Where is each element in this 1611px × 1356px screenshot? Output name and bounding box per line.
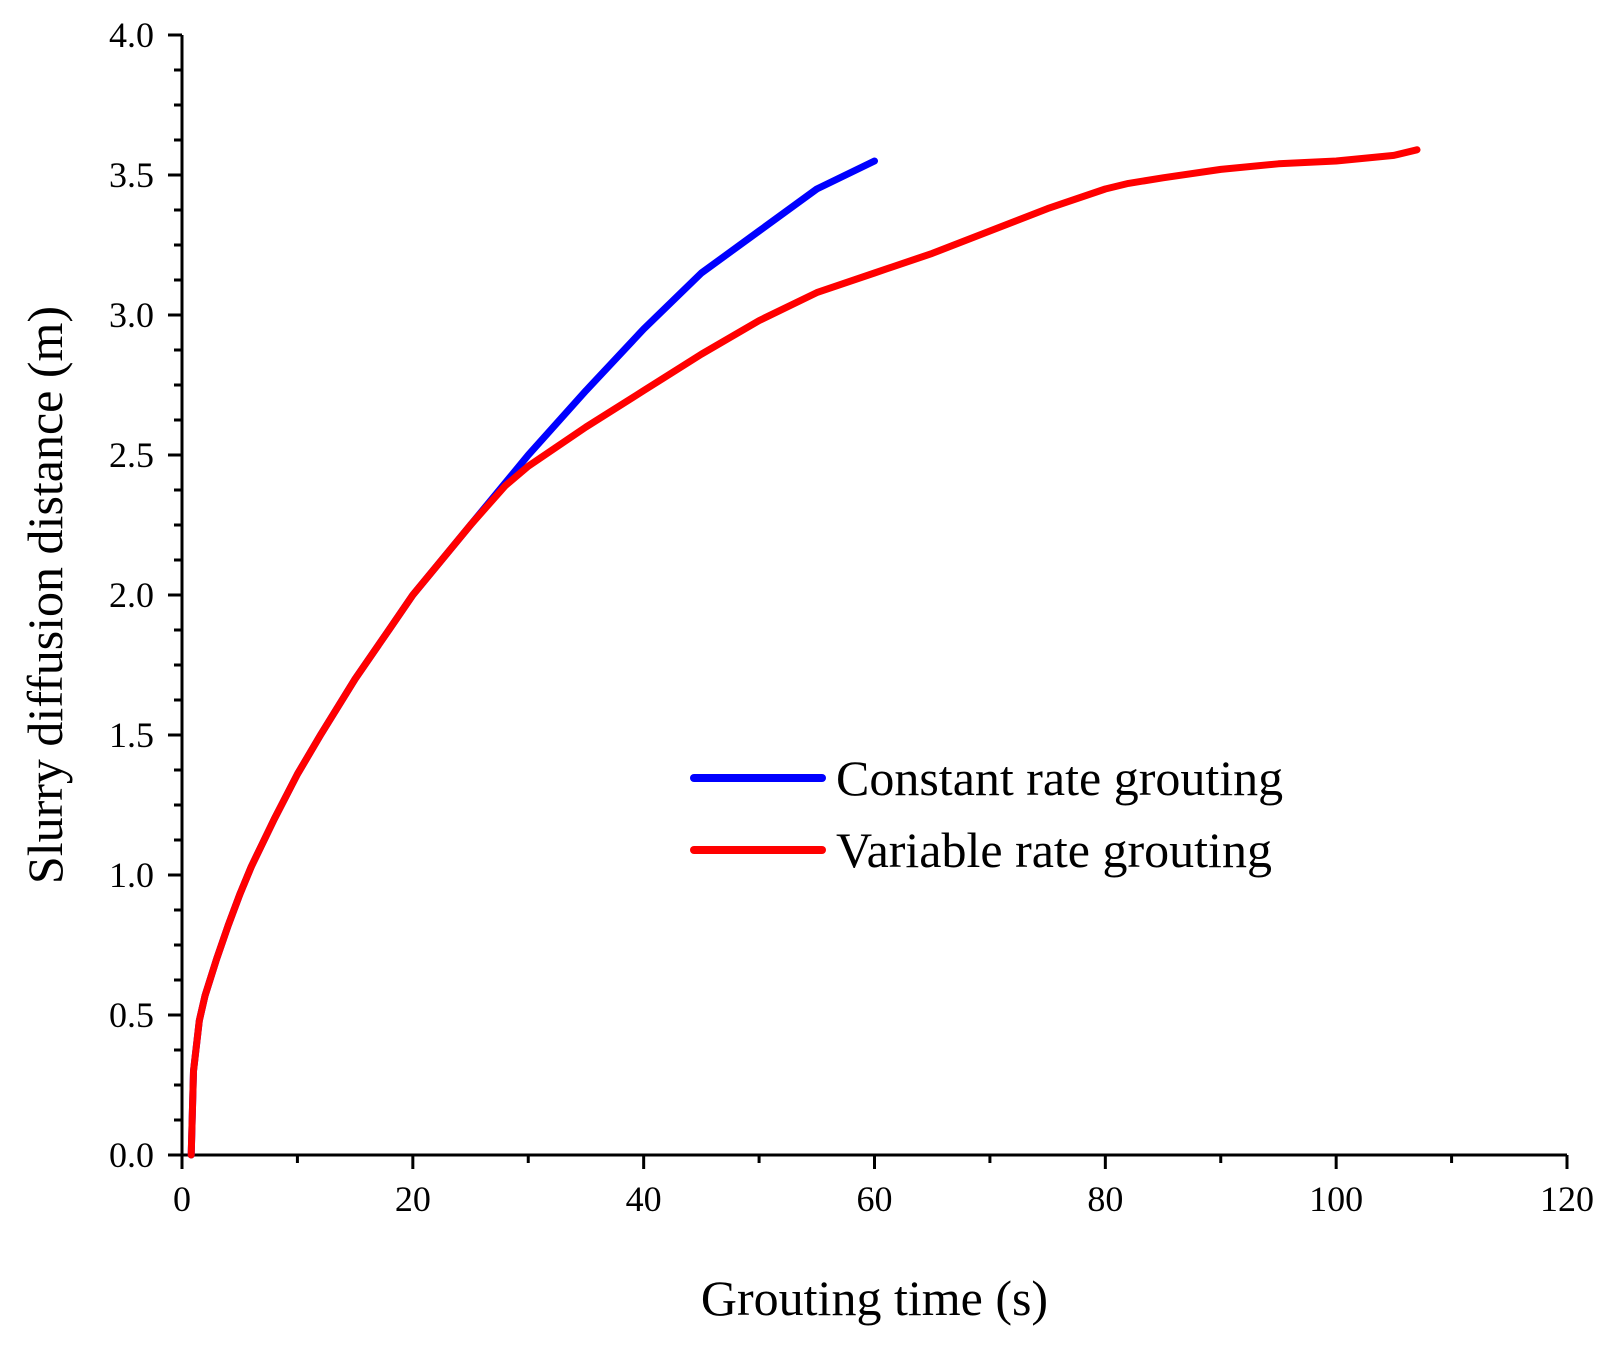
y-tick-label: 1.0 xyxy=(109,855,154,895)
axes: 0 20 40 60 80 100 120 0.0 0.5 1.0 1.5 2.0 2.5 3.0 3.5 4… xyxy=(109,15,1594,1219)
series-line-constant-rate xyxy=(187,157,878,1159)
x-tick-label: 120 xyxy=(1540,1179,1594,1219)
series-group xyxy=(187,146,1421,1159)
legend-label-constant-rate: Constant rate grouting xyxy=(836,750,1283,806)
series-line-variable-rate xyxy=(187,146,1421,1159)
x-tick-label: 60 xyxy=(857,1179,893,1219)
legend-label-variable-rate: Variable rate grouting xyxy=(836,822,1272,878)
y-tick-label: 2.0 xyxy=(109,575,154,615)
x-tick-label: 20 xyxy=(395,1179,431,1219)
legend: Constant rate grouting Variable rate grou… xyxy=(690,750,1283,878)
y-tick-label: 3.5 xyxy=(109,155,154,195)
y-tick-label: 0.0 xyxy=(109,1135,154,1175)
x-tick-label: 40 xyxy=(626,1179,662,1219)
x-tick-label: 80 xyxy=(1087,1179,1123,1219)
y-tick-label: 4.0 xyxy=(109,15,154,55)
y-tick-label: 2.5 xyxy=(109,435,154,475)
x-tick-label: 100 xyxy=(1309,1179,1363,1219)
x-axis-title: Grouting time (s) xyxy=(701,1270,1048,1326)
y-tick-label: 0.5 xyxy=(109,995,154,1035)
x-tick-label: 0 xyxy=(173,1179,191,1219)
y-axis-title: Slurry diffusion distance (m) xyxy=(17,306,73,884)
y-tick-label: 1.5 xyxy=(109,715,154,755)
y-tick-label: 3.0 xyxy=(109,295,154,335)
